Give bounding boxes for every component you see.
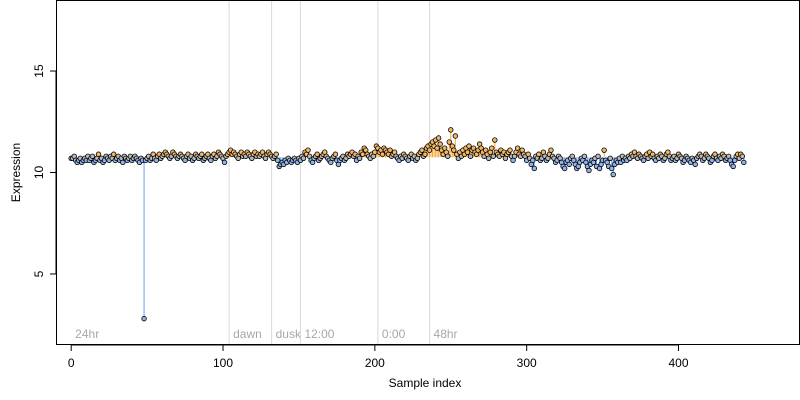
data-point [609,165,615,172]
data-point [300,155,307,161]
data-point [332,151,339,157]
data-point [452,133,459,139]
data-point [586,167,592,174]
data-point [89,153,96,159]
x-axis-label: Sample index [389,376,462,390]
y-tick-label: 5 [32,270,46,277]
data-point [692,161,698,168]
data-point [466,143,472,149]
x-tick-label: 300 [517,356,537,370]
data-point [221,159,228,166]
data-point [110,151,117,157]
data-point [514,145,521,151]
plot-frame [56,0,800,345]
y-tick-label: 15 [32,64,46,78]
x-tick-label: 200 [365,356,385,370]
data-point [730,163,736,170]
data-point [422,151,428,157]
data-point [426,147,433,153]
data-point [199,151,205,157]
y-tick-label: 10 [32,166,46,180]
data-point [739,153,746,159]
y-axis: 5 10 15 [32,64,57,277]
data-point [530,157,536,164]
data-point [566,161,572,168]
phase-label: 48hr [434,327,458,341]
x-tick-label: 100 [213,356,233,370]
data-point [581,153,588,159]
phase-label: 0:00 [382,327,406,341]
data-point [548,147,554,153]
data-point [314,151,320,157]
data-point [536,151,542,157]
data-point [356,155,363,161]
data-point [141,315,147,322]
y-axis-label: Expression [9,143,23,202]
data-point [379,151,386,157]
data-point [274,157,281,164]
x-axis: 0 100 200 300 400 [68,344,689,370]
data-point [595,153,601,159]
data-point [601,147,607,153]
phase-label: 12:00 [304,327,334,341]
data-point [273,151,279,157]
phase-label: dawn [233,327,262,341]
data-point [486,155,492,161]
data-point [387,147,393,153]
data-point [741,159,747,166]
data-point [607,155,613,161]
data-point [120,159,126,166]
data-point [434,145,440,151]
x-tick-label: 400 [669,356,689,370]
data-point [419,147,425,153]
phase-markers: 24hr dawn dusk 12:00 0:00 48hr [75,1,458,344]
phase-label: dusk [276,327,302,341]
data-point [490,153,496,159]
data-point [437,141,443,147]
data-point [372,149,378,155]
data-point [531,165,537,172]
data-point [445,153,451,159]
data-point [305,147,311,153]
phase-label: 24hr [75,327,99,341]
data-point [435,135,442,141]
data-point [467,153,474,159]
data-point [492,137,498,143]
data-point [507,147,513,153]
x-tick-label: 0 [68,356,75,370]
data-point [95,151,102,157]
data-point [489,145,495,151]
data-point [360,151,366,157]
data-point [446,139,452,145]
data-point [448,127,454,133]
data-point [451,147,457,153]
data-point [610,171,616,178]
data-points [68,127,747,322]
data-point [561,165,568,172]
data-point [464,149,471,155]
